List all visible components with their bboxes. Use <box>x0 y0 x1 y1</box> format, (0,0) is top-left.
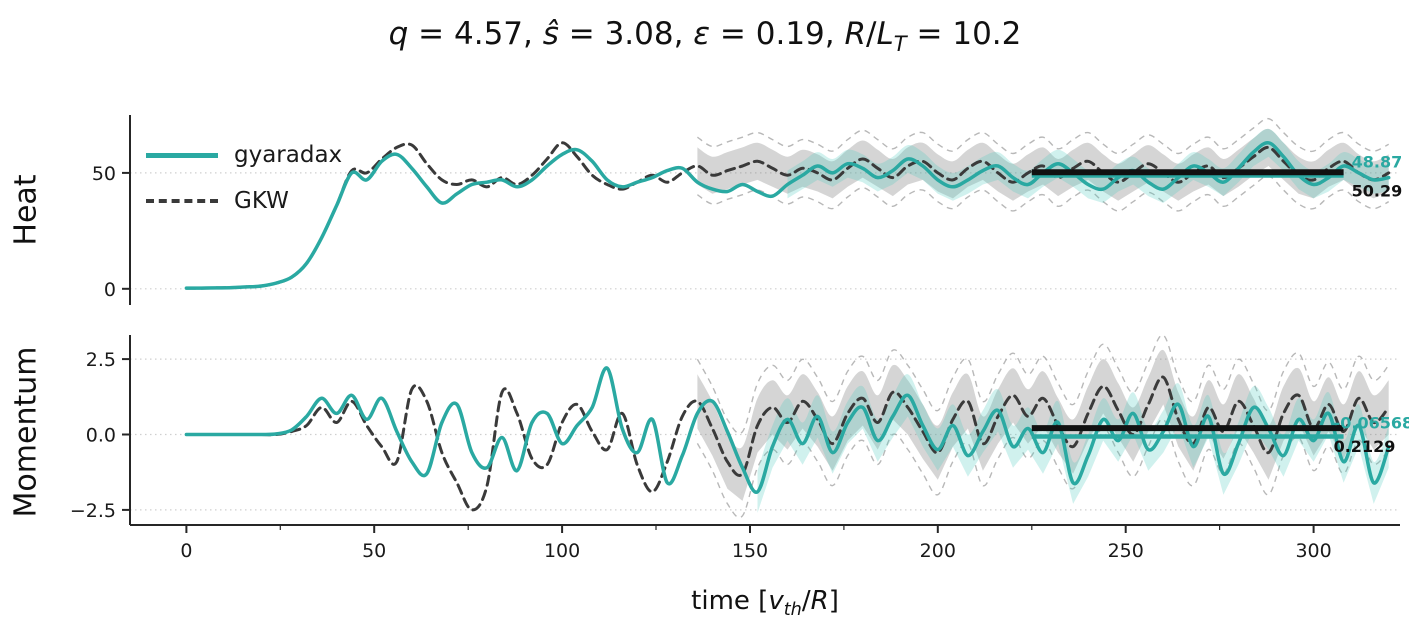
text-segment: th <box>783 600 802 621</box>
text-segment: = 0.19, <box>710 16 845 52</box>
text-segment: / <box>866 16 877 52</box>
text-segment: R <box>844 16 867 52</box>
series-line-gyaradax <box>184 366 1391 494</box>
band-envelope-upper <box>696 335 1390 435</box>
uncertainty-band-gyaradax <box>787 128 1389 203</box>
text-segment: L <box>876 16 894 52</box>
y-tick-label: 0.0 <box>86 425 116 447</box>
mean-annotation-gyaradax: -0.06568 <box>1334 414 1409 433</box>
legend-line-sample <box>146 152 218 158</box>
x-tick-label: 300 <box>1295 540 1331 562</box>
y-tick-label: 50 <box>92 163 116 185</box>
x-tick-label: 250 <box>1108 540 1144 562</box>
legend-item-gyaradax: gyaradax <box>146 132 342 178</box>
mean-annotation-gyaradax: 48.87 <box>1352 153 1403 172</box>
x-tick-label: 100 <box>544 540 580 562</box>
legend-label: GKW <box>234 188 289 214</box>
figure-title: q = 4.57, ŝ = 3.08, ε = 0.19, R/LT = 10.… <box>389 16 1022 56</box>
y-tick-label: 2.5 <box>86 349 116 371</box>
text-segment: ε <box>693 16 711 52</box>
text-segment: time [ <box>691 586 769 616</box>
legend-line-sample <box>146 199 218 203</box>
text-segment: = 3.08, <box>558 16 694 52</box>
band-envelope-upper <box>697 117 1390 155</box>
text-segment: v <box>768 586 784 616</box>
text-segment: ŝ <box>542 16 559 52</box>
heat-subplot: 48.87 50.29 0 50 <box>92 115 1403 305</box>
legend-label: gyaradax <box>234 142 343 168</box>
momentum-subplot: -0.06568 0.2129 2.5 0.0 −2.5 0 50 100 150 200 250 3… <box>70 335 1409 562</box>
legend-item-gkw: GKW <box>146 178 342 224</box>
legend: gyaradax GKW <box>146 132 342 224</box>
text-segment: = 10.2 <box>906 16 1022 52</box>
band-envelope-lower <box>696 418 1390 519</box>
y-tick-label: 0 <box>104 279 116 301</box>
text-segment: q <box>388 16 409 52</box>
text-segment: ] <box>828 586 839 616</box>
text-segment: T <box>893 31 907 57</box>
series-line-gyaradax <box>184 141 1391 290</box>
text-segment: R <box>810 586 829 616</box>
mean-annotation-gkw: 0.2129 <box>1334 437 1396 456</box>
x-tick-label: 150 <box>732 540 768 562</box>
mean-annotation-gkw: 50.29 <box>1352 181 1403 200</box>
y-tick-label: −2.5 <box>70 500 116 522</box>
text-segment: / <box>801 586 811 616</box>
x-tick-label: 0 <box>180 540 192 562</box>
time-axis-label: time [vth/R] <box>691 586 839 620</box>
text-segment: = 4.57, <box>408 16 543 52</box>
x-tick-label: 200 <box>920 540 956 562</box>
x-tick-label: 50 <box>362 540 386 562</box>
band-envelope-lower <box>697 175 1390 212</box>
